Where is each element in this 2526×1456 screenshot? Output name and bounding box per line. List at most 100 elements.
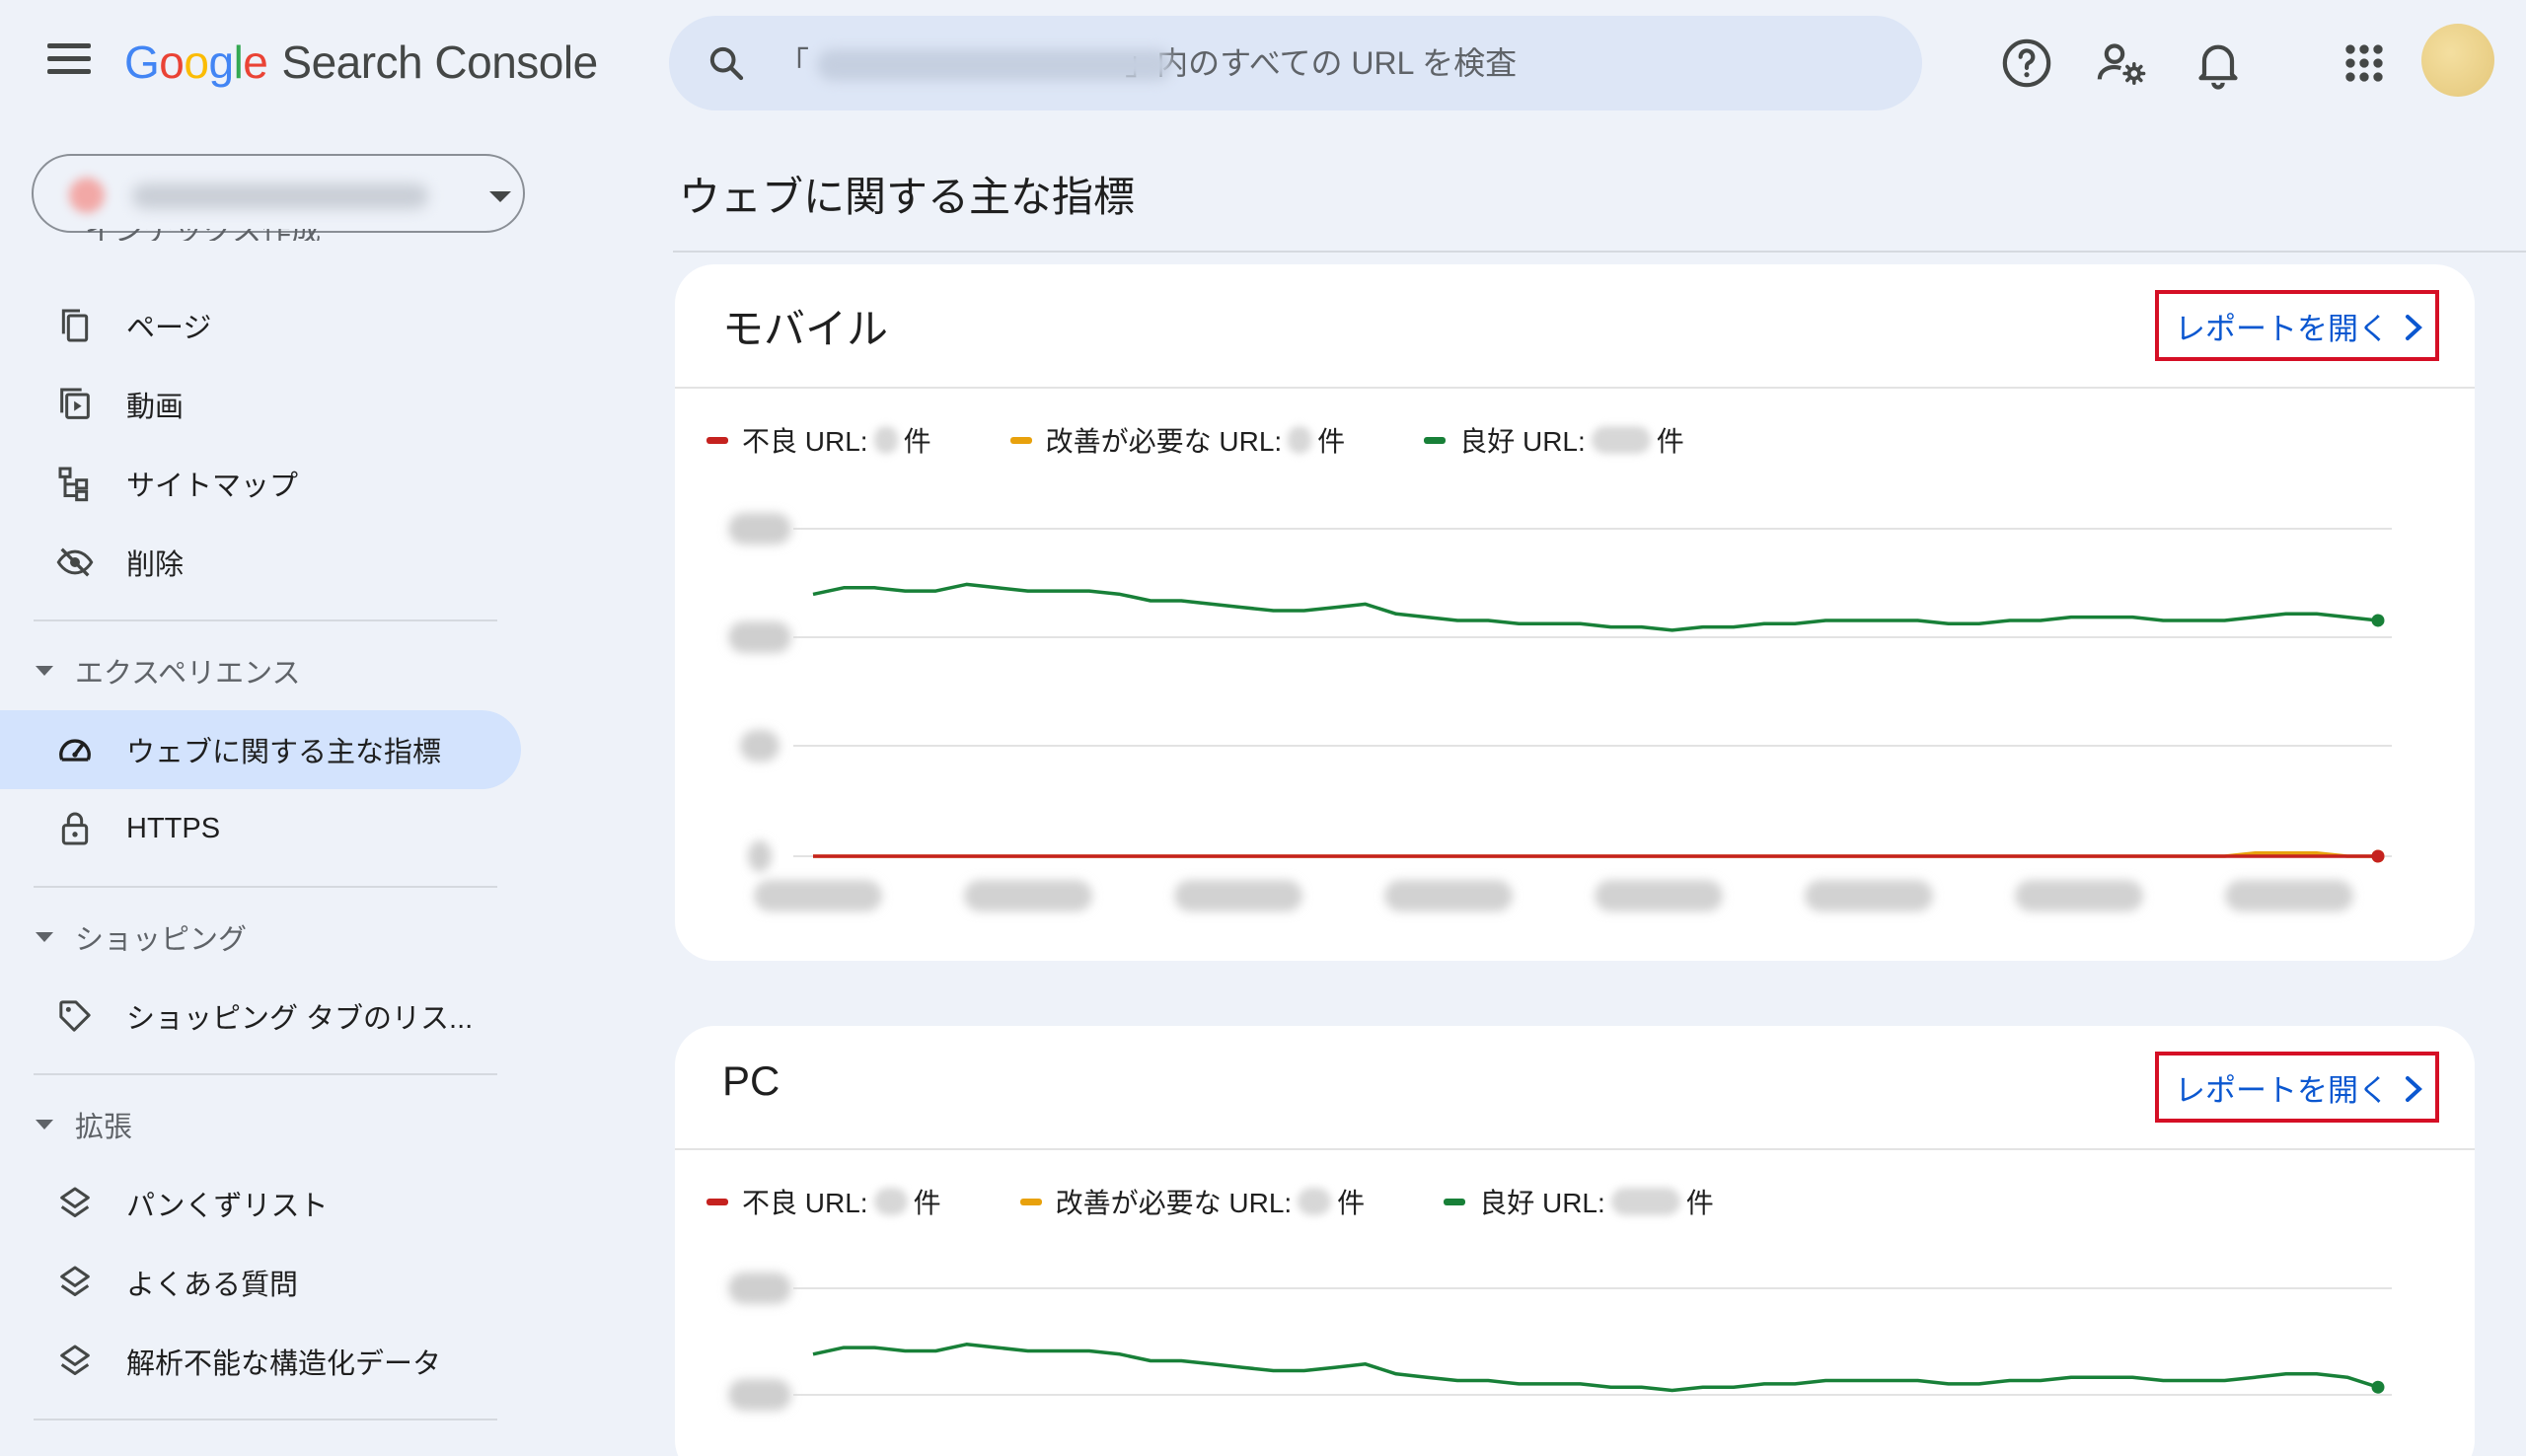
video-icon: [60, 388, 90, 419]
user-settings-icon[interactable]: [2094, 36, 2149, 91]
chart-legend: 不良 URL: 件 改善が必要な URL: 件 良好 URL: 件: [706, 420, 1763, 460]
card-title: PC: [722, 1057, 780, 1104]
tag-icon: [59, 1000, 91, 1032]
chevron-down-icon: [489, 191, 511, 202]
open-report-link[interactable]: レポートを開く: [2155, 1052, 2439, 1123]
sidebar-item-label: パンくずリスト: [126, 1191, 329, 1222]
legend-item-good[interactable]: 良好 URL: 件: [1444, 1182, 1714, 1221]
sidebar-item-label: サイトマップ: [126, 471, 299, 502]
legend-swatch: [706, 436, 728, 444]
y-tick-label-redacted: [728, 513, 791, 545]
sidebar-divider: [34, 1073, 497, 1075]
search-icon[interactable]: [706, 43, 746, 83]
legend-item-needs-improvement[interactable]: 改善が必要な URL: 件: [1019, 1182, 1365, 1221]
series-end-point-不良-URL: [2371, 849, 2385, 863]
x-tick-label-redacted: [2015, 880, 2143, 911]
y-tick-label-redacted: [740, 730, 780, 762]
sidebar-item-label: ショッピング タブのリス...: [126, 1003, 474, 1035]
redacted-count: [1591, 426, 1651, 454]
bell-icon[interactable]: [2191, 36, 2246, 91]
sidebar-item-partial[interactable]: インデックス作成: [85, 217, 322, 241]
hamburger-menu-icon[interactable]: [47, 43, 91, 83]
legend-swatch: [1019, 1198, 1042, 1205]
redacted-count: [1610, 1188, 1680, 1215]
top-app-bar: Google Search Console: [0, 0, 2526, 128]
url-inspection-search[interactable]: [669, 16, 1922, 110]
sidebar-item-pages[interactable]: ページ: [0, 286, 521, 365]
series-end-point-良好-URL: [2371, 614, 2385, 627]
x-tick-label-redacted: [1384, 880, 1513, 911]
series-line-良好-URL: [812, 582, 2379, 632]
x-tick-label-redacted: [754, 880, 882, 911]
sidebar-item-label: ウェブに関する主な指標: [126, 737, 442, 768]
sidebar-item-https[interactable]: HTTPS: [0, 789, 521, 868]
property-selector[interactable]: [32, 154, 525, 233]
sidebar-item-unparsable-structured-data[interactable]: 解析不能な構造化データ: [0, 1322, 521, 1401]
redacted-property-url: [817, 49, 1172, 81]
sidebar-divider: [34, 886, 497, 888]
sitemap-icon: [58, 467, 89, 502]
lock-icon: [61, 812, 89, 845]
legend-item-good[interactable]: 良好 URL: 件: [1424, 420, 1684, 460]
avatar[interactable]: [2421, 24, 2494, 97]
sidebar-item-video[interactable]: 動画: [0, 365, 521, 444]
chevron-right-icon: [2406, 315, 2422, 340]
caret-down-icon: [36, 1120, 53, 1129]
legend-item-needs-improvement[interactable]: 改善が必要な URL: 件: [1009, 420, 1345, 460]
sidebar-item-breadcrumbs[interactable]: パンくずリスト: [0, 1164, 521, 1243]
card-divider: [675, 1148, 2475, 1150]
search-console-logo[interactable]: Google Search Console: [124, 36, 598, 88]
product-name: Search Console: [281, 36, 598, 88]
sidebar-section-experience[interactable]: エクスペリエンス: [36, 651, 301, 691]
title-divider: [673, 251, 2526, 253]
redacted-count: [873, 426, 898, 454]
layers-icon: [60, 1187, 90, 1217]
sidebar-item-label: よくある質問: [126, 1270, 299, 1301]
pc-chart[interactable]: [675, 1026, 2475, 1456]
chevron-right-icon: [2406, 1076, 2422, 1102]
speedometer-icon: [59, 739, 91, 762]
sidebar-item-faq[interactable]: よくある質問: [0, 1243, 521, 1322]
legend-swatch: [1424, 436, 1447, 444]
y-tick-label-redacted: [728, 1379, 791, 1411]
card-title: モバイル: [722, 306, 889, 352]
chart-legend: 不良 URL: 件 改善が必要な URL: 件 良好 URL: 件: [706, 1182, 1793, 1221]
y-tick-label-redacted: [728, 621, 791, 653]
removal-icon: [56, 547, 94, 577]
card-divider: [675, 387, 2475, 389]
layers-icon: [60, 1345, 90, 1375]
sidebar-item-sitemaps[interactable]: サイトマップ: [0, 444, 521, 523]
mobile-chart[interactable]: [675, 264, 2475, 961]
redacted-property-name: [132, 183, 428, 209]
page-title: ウェブに関する主な指標: [679, 174, 1136, 220]
x-tick-label-redacted: [964, 880, 1092, 911]
property-favicon: [69, 178, 105, 213]
redacted-count: [873, 1188, 908, 1215]
sidebar-item-shopping-tab-listings[interactable]: ショッピング タブのリス...: [0, 977, 521, 1056]
layers-icon: [60, 1266, 90, 1296]
y-tick-label-redacted: [728, 1273, 791, 1304]
legend-item-poor[interactable]: 不良 URL: 件: [706, 420, 931, 460]
sidebar-section-enhancements[interactable]: 拡張: [36, 1105, 132, 1144]
pages-icon: [61, 309, 89, 342]
legend-swatch: [1009, 436, 1032, 444]
sidebar-item-label: 解析不能な構造化データ: [126, 1348, 442, 1380]
sidebar-item-removals[interactable]: 削除: [0, 523, 521, 602]
caret-down-icon: [36, 932, 53, 942]
series-line-良好-URL: [812, 1343, 2379, 1393]
sidebar-section-shopping[interactable]: ショッピング: [36, 917, 247, 957]
x-tick-label-redacted: [1805, 880, 1933, 911]
apps-grid-icon[interactable]: [2337, 36, 2392, 91]
sidebar-item-label: 動画: [126, 392, 185, 423]
sidebar-item-label: 削除: [126, 549, 185, 581]
redacted-count: [1288, 426, 1312, 454]
open-report-link[interactable]: レポートを開く: [2155, 290, 2439, 361]
legend-item-poor[interactable]: 不良 URL: 件: [706, 1182, 941, 1221]
legend-swatch: [1444, 1198, 1466, 1205]
sidebar-item-core-web-vitals[interactable]: ウェブに関する主な指標: [0, 710, 521, 789]
sidebar-item-label: HTTPS: [126, 812, 221, 844]
y-tick-label-redacted: [748, 840, 772, 872]
x-tick-label-redacted: [2225, 880, 2353, 911]
help-circle-icon[interactable]: [1999, 36, 2054, 91]
pc-card: PC レポートを開く 不良 URL: 件 改善が必要な URL: 件 良好 UR…: [675, 1026, 2475, 1456]
